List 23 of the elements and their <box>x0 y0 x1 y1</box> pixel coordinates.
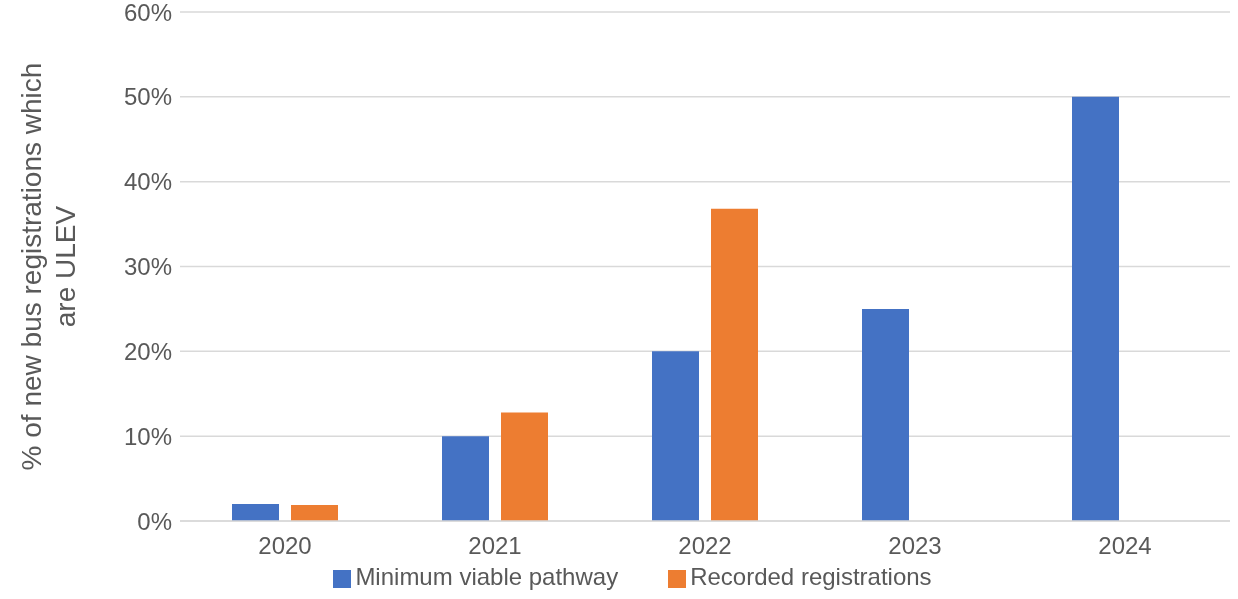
x-tick-label: 2020 <box>258 532 312 560</box>
y-tick-label: 10% <box>123 422 172 450</box>
y-tick-label: 0% <box>137 507 172 535</box>
bar <box>442 436 489 521</box>
bar <box>291 504 338 521</box>
bar <box>232 504 279 521</box>
y-tick-label: 30% <box>123 253 172 281</box>
y-tick-label: 50% <box>123 83 172 111</box>
y-tick-label: 20% <box>123 337 172 365</box>
legend-label: Recorded registrations <box>690 563 932 590</box>
x-tick-label: 2021 <box>468 532 522 560</box>
bar <box>711 208 758 521</box>
y-axis-title: % of new bus registrations which are ULEV <box>16 62 81 471</box>
bar <box>1072 96 1119 521</box>
bar <box>862 308 909 521</box>
y-tick-label: 60% <box>123 0 172 26</box>
x-tick-label: 2024 <box>1098 532 1152 560</box>
x-tick-label: 2023 <box>888 532 942 560</box>
y-tick-label: 40% <box>123 168 172 196</box>
bar <box>652 351 699 521</box>
legend-label: Minimum viable pathway <box>355 563 619 590</box>
bar <box>501 412 548 521</box>
x-tick-label: 2022 <box>678 532 732 560</box>
